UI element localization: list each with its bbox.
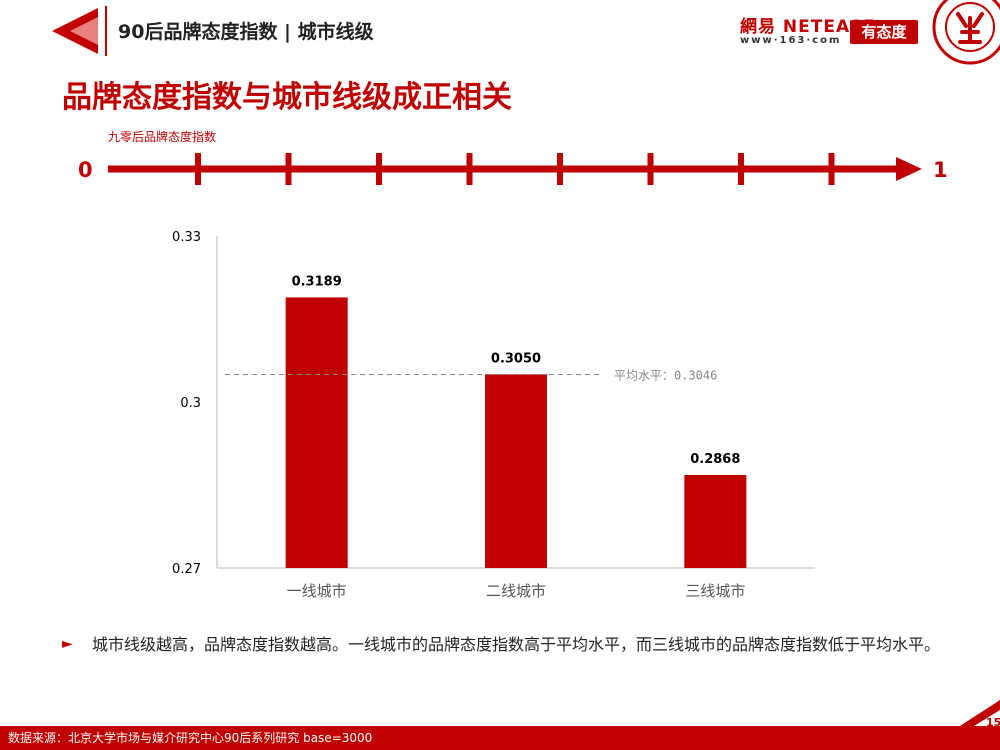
- scale-max-label: 1: [933, 158, 948, 182]
- data-source: 数据来源：北京大学市场与媒介研究中心90后系列研究 base=3000: [8, 731, 373, 745]
- scale-tick: [285, 153, 292, 185]
- scale-label: 九零后品牌态度指数: [108, 130, 217, 144]
- youtaidu-badge: 有态度: [850, 20, 918, 44]
- netease-url: www·163·com: [740, 35, 842, 46]
- slide-title: 品牌态度指数与城市线级成正相关: [62, 80, 512, 115]
- bar-chart: 0.27 0.3 0.33 0.3189 一线城市 0.3050 二线城市 0.2868 三线…: [172, 230, 815, 600]
- scale-arrow-head: [896, 157, 922, 181]
- x-category-label: 三线城市: [685, 582, 745, 600]
- y-tick-label: 0.27: [172, 562, 201, 577]
- scale-tick: [376, 153, 382, 185]
- footer-bar: [0, 726, 1000, 750]
- bar-value-label: 0.3189: [292, 274, 342, 289]
- bar-value-label: 0.3050: [491, 351, 541, 366]
- scale-tick: [466, 153, 473, 185]
- scale-min-label: 0: [78, 158, 93, 182]
- note-text: 城市线级越高，品牌态度指数越高。一线城市的品牌态度指数高于平均水平，而三线城市的…: [92, 635, 941, 654]
- y-tick-label: 0.33: [172, 230, 201, 245]
- header-arrow-decoration: [52, 6, 107, 56]
- scale-tick: [738, 153, 744, 185]
- bar-2: [485, 374, 547, 568]
- note-bullet-icon: ►: [62, 636, 73, 652]
- pku-seal-logo: [932, 0, 1000, 65]
- scale-arrow: [108, 153, 922, 185]
- scale-tick: [557, 153, 563, 185]
- page-number: 15: [986, 716, 1000, 729]
- bar-3: [684, 475, 747, 568]
- scale-tick: [195, 153, 201, 185]
- note: ► 城市线级越高，品牌态度指数越高。一线城市的品牌态度指数高于平均水平，而三线城…: [62, 633, 952, 656]
- bar-1: [285, 297, 348, 568]
- y-tick-label: 0.3: [180, 396, 201, 411]
- bar-value-label: 0.2868: [690, 452, 740, 467]
- scale-tick: [828, 153, 835, 185]
- x-category-label: 二线城市: [486, 582, 546, 600]
- footer-corner-decoration: [960, 700, 1000, 726]
- header-title: 90后品牌态度指数 | 城市线级: [118, 21, 374, 43]
- x-category-label: 一线城市: [287, 582, 347, 600]
- netease-logo: 網易 NETEASE: [740, 17, 876, 37]
- scale-tick: [647, 153, 654, 185]
- average-label: 平均水平：0.3046: [614, 369, 717, 383]
